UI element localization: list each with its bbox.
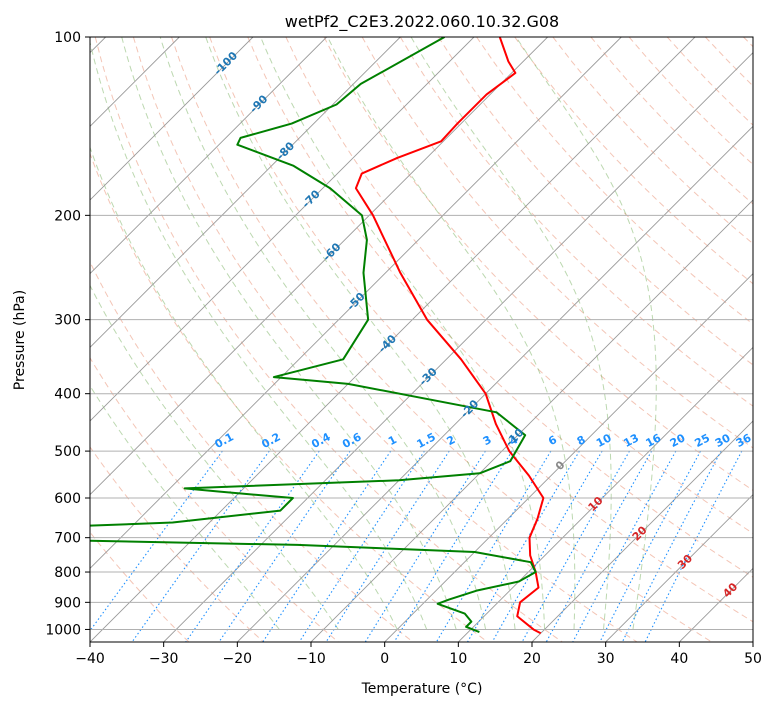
y-tick-label: 700	[54, 531, 81, 547]
y-axis-label: Pressure (hPa)	[12, 290, 28, 390]
isotherm-line	[384, 273, 753, 642]
dry-adiabat-line	[171, 37, 713, 642]
moist-adiabat-line	[515, 37, 657, 630]
mixing-ratio-label: 25	[692, 431, 712, 450]
dry-adiabat-line	[285, 37, 753, 535]
moist-adiabats	[90, 37, 657, 630]
moist-adiabat-line	[410, 37, 612, 630]
mixing-ratio-lines	[90, 450, 743, 642]
dry-adiabat-line	[90, 356, 339, 642]
moist-adiabat-line	[90, 284, 339, 630]
isotherm-line	[90, 37, 548, 496]
isotherm-line	[90, 37, 475, 422]
mixing-ratio-line	[185, 450, 320, 642]
moist-adiabat-line	[260, 37, 546, 630]
y-tick-label: 300	[54, 313, 81, 329]
isotherms	[90, 37, 753, 642]
x-tick-label: −30	[149, 651, 179, 667]
mixing-ratio-line	[218, 450, 351, 642]
dry-adiabat-line	[247, 37, 753, 578]
y-tick-label: 900	[54, 595, 81, 611]
y-tick-label: 800	[54, 565, 81, 581]
dry-adiabat-line	[323, 37, 753, 491]
plot-frame	[89, 36, 754, 643]
pressure-gridlines	[90, 37, 753, 630]
moist-adiabat-line	[205, 37, 516, 630]
mixing-ratio-line	[393, 450, 513, 642]
moist-adiabat-line	[121, 37, 457, 630]
x-tick-label: −10	[296, 651, 326, 667]
y-tick-label: 1000	[45, 622, 81, 638]
y-tick-label: 600	[54, 491, 81, 507]
isotherm-line	[90, 37, 327, 275]
mixing-ratio-line	[521, 450, 630, 642]
sounding-series	[90, 37, 545, 635]
mixing-ratio-label: 13	[621, 431, 641, 450]
x-tick-label: 0	[380, 651, 389, 667]
mixing-ratio-line	[298, 450, 425, 642]
isotherm-line	[237, 125, 753, 642]
plot-area: 0.1 0.2 0.4 0.6 1 1.5 2 3 4 6 8 10 13 16 20 25 30 36-100-…	[90, 37, 754, 642]
dry-adiabat-line	[132, 37, 638, 642]
dry-adiabat-line	[514, 37, 753, 285]
mixing-ratio-label: 36	[734, 431, 754, 450]
moist-adiabat-line	[90, 40, 428, 630]
x-tick-label: 30	[597, 651, 615, 667]
isotherm-line	[90, 37, 401, 348]
dry-adiabat-line	[438, 37, 753, 366]
mixing-ratio-label: 30	[713, 431, 733, 450]
x-tick-label: −20	[223, 651, 253, 667]
dry-adiabat-line	[476, 37, 753, 325]
isotherm-line	[605, 494, 753, 642]
y-tick-label: 400	[54, 387, 81, 403]
dry-adiabat-line	[209, 37, 753, 623]
y-axis: 100 200 300 400 500 600 700 800 900 1000	[45, 30, 90, 638]
x-tick-label: 20	[523, 651, 541, 667]
dewpoint-profile	[90, 37, 537, 633]
x-axis-label: Temperature (°C)	[361, 681, 483, 697]
x-tick-label: 40	[670, 651, 688, 667]
moist-adiabat-line	[159, 37, 487, 630]
x-tick-label: −40	[75, 651, 105, 667]
dry-adiabat-line	[94, 37, 563, 642]
isotherm-line	[90, 37, 254, 201]
moist-adiabat-line	[327, 37, 576, 630]
isotherm-line	[163, 52, 753, 642]
mixing-ratio-line	[572, 450, 677, 642]
y-tick-label: 200	[54, 208, 81, 224]
isotherm-line	[458, 346, 753, 642]
chart-title: wetPf2_C2E3.2022.060.10.32.G08	[285, 12, 559, 32]
mixing-ratio-line	[599, 450, 702, 642]
isotherm-line	[310, 199, 753, 642]
moist-adiabat-line	[90, 384, 280, 630]
mixing-ratio-label: 20	[668, 431, 688, 450]
dry-adiabat-line	[90, 152, 488, 642]
mixing-ratio-line	[90, 450, 223, 632]
mixing-ratio-line	[644, 450, 743, 642]
isotherm-line	[90, 37, 696, 642]
isotherm-line	[531, 420, 753, 642]
mixing-ratio-line	[262, 450, 392, 642]
x-tick-label: 10	[449, 651, 467, 667]
temperature-profile	[354, 37, 545, 635]
mixing-ratio-line	[491, 450, 603, 642]
y-tick-label: 500	[54, 444, 81, 460]
x-axis: −40 −30 −20 −10 0 10 20 30 40 50	[75, 642, 762, 667]
mixing-ratio-line	[621, 450, 722, 642]
x-tick-label: 50	[744, 651, 762, 667]
mixing-ratio-label: 10	[594, 431, 614, 450]
dry-adiabat-line	[90, 446, 264, 642]
y-tick-label: 100	[54, 30, 81, 46]
mixing-ratio-label: 16	[644, 431, 664, 450]
mixing-ratio-line	[545, 450, 653, 642]
